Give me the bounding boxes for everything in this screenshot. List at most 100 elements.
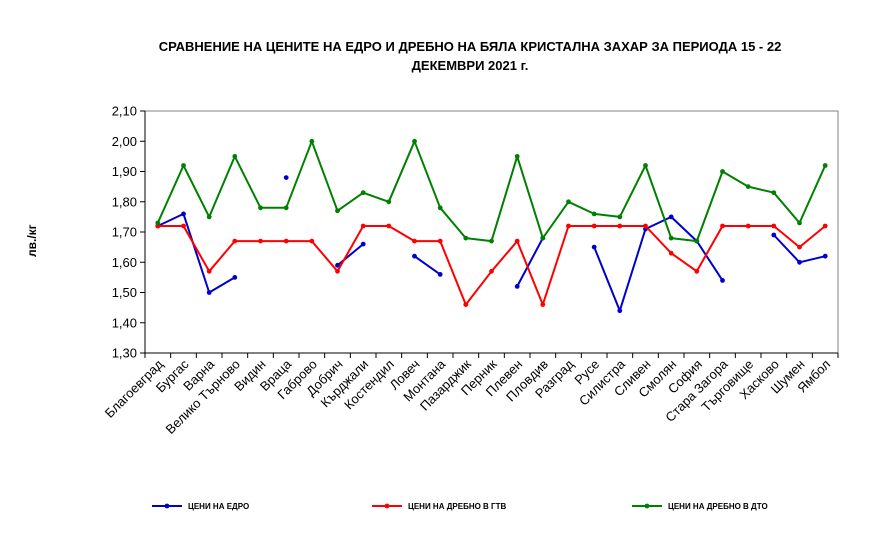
data-point (386, 199, 392, 205)
legend-item-1: ЦЕНИ НА ЕДРО (152, 502, 249, 511)
data-point (309, 138, 315, 144)
data-point (232, 238, 238, 244)
data-point (412, 253, 417, 259)
data-point (540, 302, 546, 307)
data-point (822, 163, 828, 168)
legend-marker (644, 503, 650, 509)
y-tick-label: 1,90 (112, 164, 137, 179)
data-point (335, 208, 340, 214)
data-point (283, 238, 289, 244)
data-point (309, 238, 315, 244)
legend-item-2: ЦЕНИ НА ДРЕБНО В ГТВ (372, 502, 506, 511)
data-point (566, 223, 571, 229)
data-point (181, 211, 186, 217)
data-point (283, 205, 289, 211)
y-ticks: 2,10 2,00 1,90 1,80 1,70 1,60 1,50 1,40 1,30 (112, 104, 145, 361)
y-tick-label: 2,10 (112, 104, 137, 119)
data-point (437, 205, 443, 211)
data-point (694, 268, 700, 274)
series-line-segment (516, 237, 544, 287)
series-3 (155, 138, 828, 244)
data-point (771, 232, 777, 238)
data-point (694, 238, 700, 244)
data-point (668, 250, 674, 256)
data-point (540, 235, 546, 241)
series-1 (155, 175, 828, 314)
data-point (591, 223, 597, 229)
data-point (771, 190, 777, 196)
legend: ЦЕНИ НА ЕДРО ЦЕНИ НА ДРЕБНО В ГТВ ЦЕНИ НА … (152, 502, 768, 511)
data-point (617, 223, 623, 229)
data-point (412, 238, 417, 244)
data-point (771, 223, 777, 229)
series-line-segment (157, 212, 236, 294)
data-point (643, 163, 648, 168)
data-point (617, 214, 623, 220)
series-lines (155, 138, 828, 314)
plot-area (144, 110, 839, 354)
legend-item-3: ЦЕНИ НА ДРЕБНО В ДТО (632, 502, 768, 511)
data-point (745, 223, 751, 229)
data-point (463, 302, 469, 307)
data-point (720, 169, 725, 174)
data-point (283, 175, 289, 181)
legend-label: ЦЕНИ НА ЕДРО (188, 502, 249, 511)
data-point (335, 262, 340, 268)
data-point (386, 223, 392, 229)
y-tick-label: 1,30 (112, 346, 137, 361)
y-tick-label: 1,70 (112, 225, 137, 240)
data-point (437, 272, 443, 277)
legend-label: ЦЕНИ НА ДРЕБНО В ДТО (668, 502, 768, 511)
series-line-segment (413, 255, 441, 276)
data-point (181, 223, 186, 229)
data-point (181, 163, 186, 168)
y-tick-label: 2,00 (112, 134, 137, 149)
legend-marker (164, 503, 170, 509)
data-point (745, 184, 751, 190)
data-point (463, 235, 469, 241)
data-point (668, 214, 674, 220)
data-point (797, 259, 802, 265)
data-point (360, 241, 366, 247)
legend-marker (384, 503, 390, 509)
y-tick-label: 1,40 (112, 315, 137, 330)
data-point (720, 223, 725, 229)
data-point (591, 211, 597, 217)
axes (144, 110, 839, 354)
y-tick-label: 1,80 (112, 194, 137, 209)
data-point (489, 238, 494, 244)
data-point (797, 244, 802, 250)
data-point (591, 244, 597, 250)
data-point (514, 284, 520, 289)
data-point (232, 275, 238, 280)
data-point (206, 214, 212, 220)
y-tick-label: 1,50 (112, 285, 137, 300)
data-point (258, 238, 263, 244)
data-point (437, 238, 443, 244)
series-2 (155, 223, 828, 307)
data-point (232, 154, 238, 159)
data-point (360, 190, 366, 196)
data-point (822, 253, 828, 259)
series-line-segment (593, 215, 724, 312)
data-point (617, 308, 623, 314)
data-point (489, 268, 494, 274)
data-point (643, 223, 648, 229)
data-point (335, 268, 340, 274)
data-point (514, 238, 520, 244)
legend-label: ЦЕНИ НА ДРЕБНО В ГТВ (408, 502, 506, 511)
data-point (566, 199, 571, 205)
data-point (360, 223, 366, 229)
chart-title-line-1: СРАВНЕНИЕ НА ЦЕНИТЕ НА ЕДРО И ДРЕБНО НА … (158, 39, 782, 54)
data-point (206, 268, 212, 274)
y-tick-label: 1,60 (112, 255, 137, 270)
data-point (797, 220, 802, 226)
data-point (258, 205, 263, 211)
data-point (720, 278, 725, 283)
data-point (155, 220, 161, 226)
data-point (514, 154, 520, 159)
data-point (822, 223, 828, 229)
chart-title-line-2: ДЕКЕМВРИ 2021 г. (411, 58, 529, 73)
